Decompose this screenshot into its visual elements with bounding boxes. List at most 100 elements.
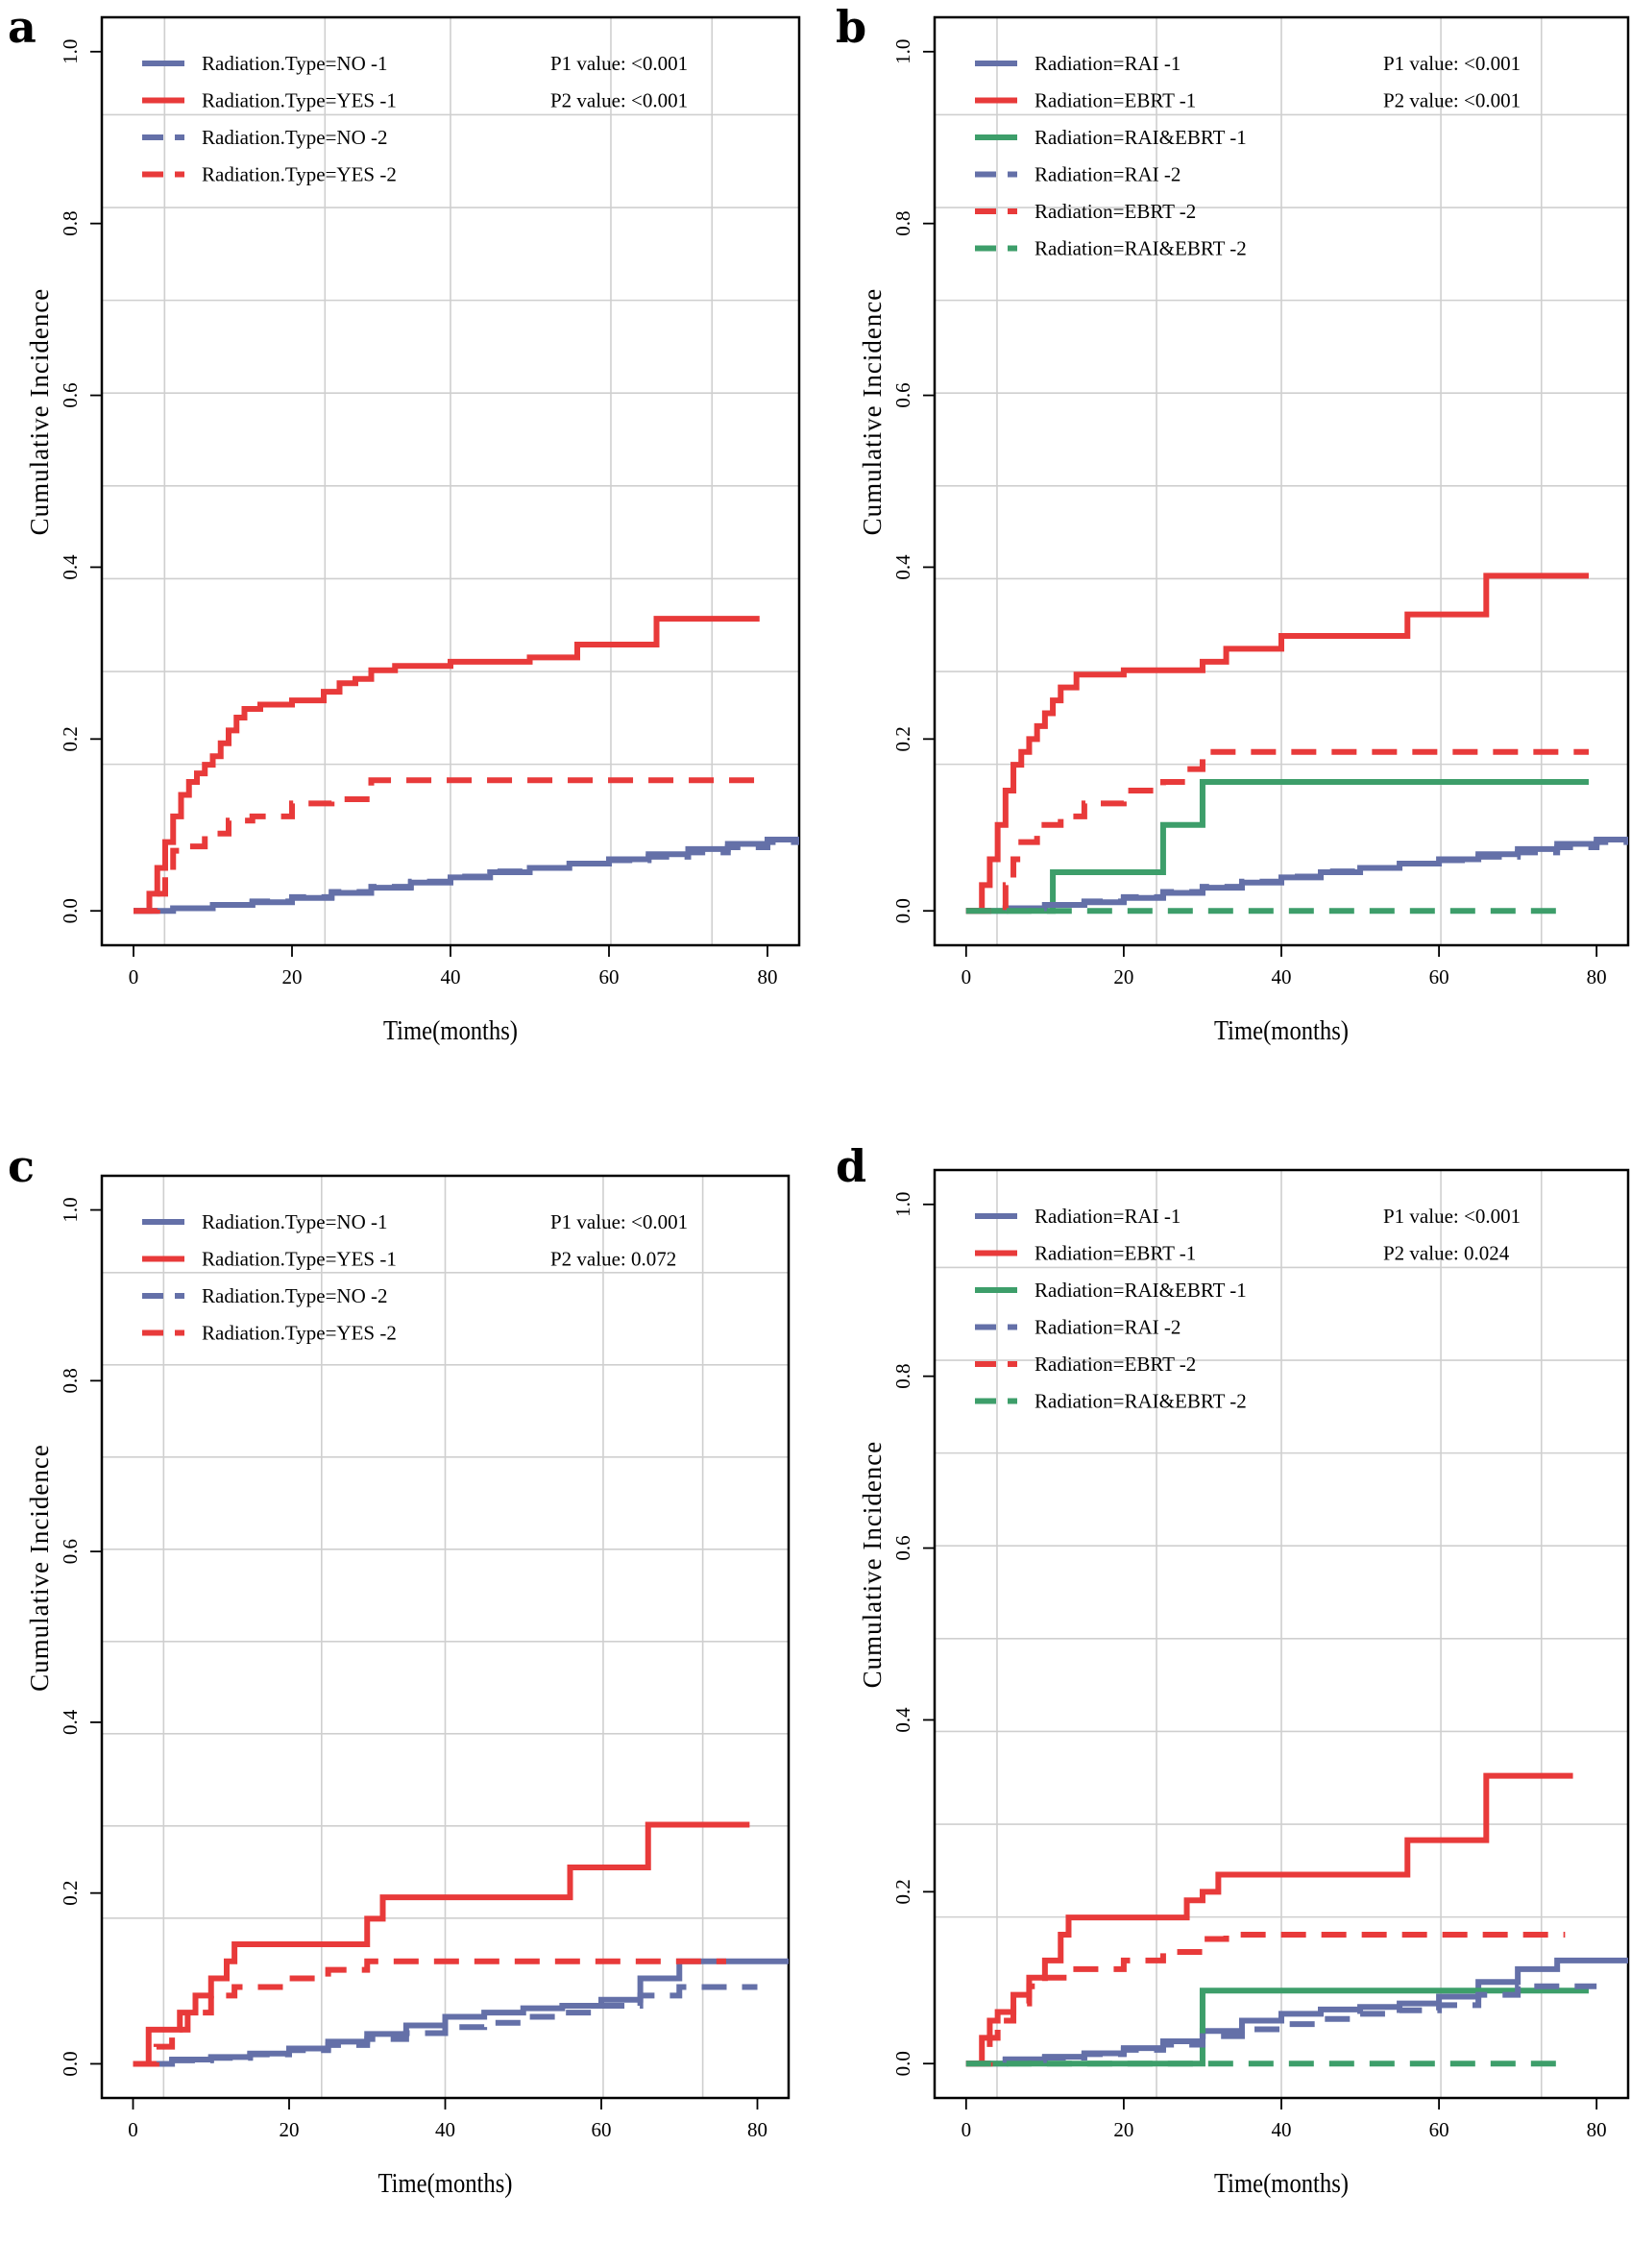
- grid: [102, 17, 799, 945]
- y-tick-label: 0.8: [891, 211, 914, 236]
- legend-label: Radiation.Type=NO -1: [202, 1210, 388, 1233]
- series-line: [133, 1958, 726, 2067]
- p-values: P1 value: <0.001 P2 value: <0.001: [550, 52, 688, 112]
- x-tick-label: 0: [962, 965, 972, 988]
- legend-label: Radiation=RAI&EBRT -1: [1035, 126, 1247, 149]
- x-tick-label: 20: [280, 2118, 300, 2141]
- y-axis-title: Cumulative Incidence: [858, 288, 887, 536]
- y-tick-label: 1.0: [891, 1192, 914, 1217]
- series-line: [965, 748, 1589, 915]
- series-line: [965, 839, 1628, 915]
- panel-b: b 0 20 40 60 80 Time(months) 0.0 0.2 0.4 0.6 0.8 1.0…: [836, 1, 1630, 1046]
- x-tick-label: 20: [282, 965, 303, 988]
- y-tick-label: 0.8: [59, 1368, 82, 1393]
- legend-label: Radiation=RAI&EBRT -2: [1035, 237, 1247, 260]
- x-axis: 0 20 40 60 80 Time(months): [962, 945, 1607, 1046]
- y-tick-label: 0.0: [891, 898, 914, 923]
- y-tick-label: 0.4: [891, 1707, 914, 1733]
- x-tick-label: 80: [1587, 965, 1607, 988]
- legend-label: Radiation.Type=NO -2: [202, 126, 388, 149]
- legend-label: Radiation=RAI -1: [1035, 52, 1181, 75]
- series-group: [134, 616, 799, 915]
- y-axis: 0.0 0.2 0.4 0.6 0.8 1.0 Cumulative Incidence: [25, 39, 102, 923]
- legend-label: Radiation.Type=NO -2: [202, 1284, 388, 1307]
- x-axis: 0 20 40 60 80 Time(months): [129, 945, 778, 1046]
- y-tick-label: 0.6: [59, 382, 82, 407]
- series-group: [965, 1772, 1628, 2067]
- legend-label: Radiation.Type=YES -2: [202, 1322, 397, 1345]
- y-tick-label: 0.0: [59, 2051, 82, 2076]
- grid: [102, 1176, 789, 2098]
- p-value-label: P1 value: <0.001: [1383, 1205, 1521, 1228]
- y-tick-label: 0.0: [891, 2051, 914, 2076]
- legend-label: Radiation=RAI -1: [1035, 1205, 1181, 1228]
- series-line: [965, 1932, 1566, 2067]
- legend: Radiation.Type=NO -1 Radiation.Type=YES -…: [142, 52, 397, 186]
- panel-c: c 0 20 40 60 80 Time(months) 0.0 0.2 0.4 0.6 0.8 1.0…: [8, 1140, 791, 2199]
- y-tick-label: 0.2: [891, 1879, 914, 1904]
- panel-a: a 0 20 40 60 80 Time(months) 0.0 0.2 0.4 0.6 0.8 1.0…: [8, 1, 801, 1046]
- y-tick-label: 0.2: [59, 726, 82, 751]
- panel-letter: a: [8, 1, 37, 53]
- x-tick-label: 40: [435, 2118, 455, 2141]
- panel-letter: c: [8, 1140, 35, 1192]
- x-tick-label: 40: [1272, 965, 1292, 988]
- x-tick-label: 80: [747, 2118, 767, 2141]
- y-axis-title: Cumulative Incidence: [25, 288, 54, 536]
- y-tick-label: 0.4: [59, 554, 82, 580]
- x-axis: 0 20 40 60 80 Time(months): [962, 2098, 1607, 2199]
- y-axis: 0.0 0.2 0.4 0.6 0.8 1.0 Cumulative Incidence: [858, 1192, 935, 2076]
- y-axis: 0.0 0.2 0.4 0.6 0.8 1.0 Cumulative Incidence: [858, 39, 935, 923]
- series-line: [965, 1988, 1589, 2067]
- p-values: P1 value: <0.001 P2 value: 0.072: [550, 1210, 688, 1271]
- legend-label: Radiation.Type=YES -1: [202, 1248, 397, 1271]
- legend-label: Radiation=EBRT -1: [1035, 1242, 1196, 1265]
- series-line: [965, 779, 1589, 915]
- p-value-label: P2 value: 0.072: [550, 1248, 676, 1271]
- legend-label: Radiation=RAI&EBRT -1: [1035, 1279, 1247, 1302]
- p-value-label: P1 value: <0.001: [1383, 52, 1521, 75]
- y-tick-label: 0.0: [59, 898, 82, 923]
- p-value-label: P1 value: <0.001: [550, 1210, 688, 1233]
- x-tick-label: 40: [441, 965, 461, 988]
- series-line: [965, 1772, 1573, 2067]
- p-values: P1 value: <0.001 P2 value: <0.001: [1383, 52, 1521, 112]
- y-tick-label: 0.2: [891, 726, 914, 751]
- y-tick-label: 0.6: [891, 1535, 914, 1560]
- panel-letter: b: [836, 1, 866, 53]
- x-tick-label: 0: [129, 965, 139, 988]
- y-tick-label: 0.4: [891, 554, 914, 580]
- y-tick-label: 0.4: [59, 1709, 82, 1735]
- p-value-label: P2 value: 0.024: [1383, 1242, 1510, 1265]
- series-line: [965, 573, 1589, 915]
- series-line: [133, 1821, 750, 2067]
- legend-label: Radiation=EBRT -1: [1035, 89, 1196, 112]
- series-group: [965, 573, 1628, 915]
- legend-label: Radiation=RAI -2: [1035, 1316, 1181, 1339]
- p-value-label: P2 value: <0.001: [550, 89, 688, 112]
- x-axis-title: Time(months): [1214, 2169, 1349, 2199]
- x-tick-label: 60: [592, 2118, 612, 2141]
- y-axis-title: Cumulative Incidence: [25, 1444, 54, 1692]
- series-line: [133, 1984, 758, 2067]
- legend-label: Radiation=RAI&EBRT -2: [1035, 1390, 1247, 1413]
- legend: Radiation=RAI -1 Radiation=EBRT -1 Radiati…: [975, 1205, 1247, 1413]
- legend-label: Radiation.Type=NO -1: [202, 52, 388, 75]
- panel-letter: d: [836, 1140, 866, 1192]
- legend-label: Radiation.Type=YES -2: [202, 163, 397, 186]
- series-line: [134, 616, 760, 915]
- legend-label: Radiation=RAI -2: [1035, 163, 1181, 186]
- y-tick-label: 0.6: [59, 1539, 82, 1564]
- x-tick-label: 0: [128, 2118, 138, 2141]
- p-value-label: P2 value: <0.001: [1383, 89, 1521, 112]
- x-axis-title: Time(months): [383, 1016, 518, 1046]
- y-tick-label: 0.8: [59, 211, 82, 236]
- x-tick-label: 60: [599, 965, 620, 988]
- p-value-label: P1 value: <0.001: [550, 52, 688, 75]
- y-axis: 0.0 0.2 0.4 0.6 0.8 1.0 Cumulative Incidence: [25, 1197, 102, 2077]
- x-tick-label: 60: [1429, 2118, 1449, 2141]
- series-line: [133, 1958, 789, 2067]
- series-line: [134, 777, 760, 915]
- series-group: [133, 1821, 789, 2067]
